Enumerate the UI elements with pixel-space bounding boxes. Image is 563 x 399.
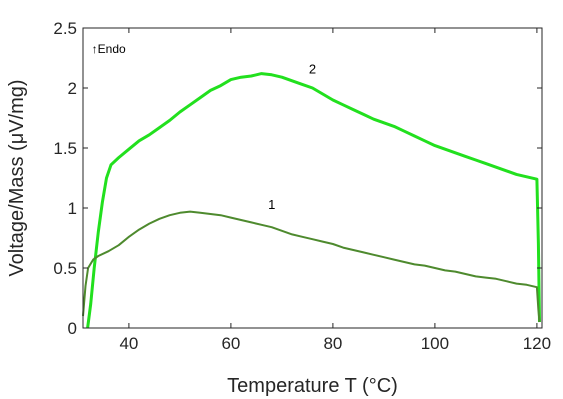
y-axis-label: Voltage/Mass (μV/mg) (6, 79, 28, 276)
plot-frame (82, 27, 543, 329)
ticks-layer: 40 60 80 100 120 0 0.5 1 1.5 2 2.5 (53, 19, 551, 353)
y-tick-label: 1.5 (53, 139, 77, 158)
curves-layer (82, 72, 541, 329)
x-tick-label: 60 (221, 334, 240, 353)
x-tick-label: 100 (421, 334, 449, 353)
x-axis-label: Temperature T (°C) (227, 375, 398, 397)
x-tick-label: 80 (323, 334, 342, 353)
series-1-label: 1 (268, 197, 275, 212)
curve-labels-layer: 21 (268, 62, 316, 213)
y-tick-label: 0.5 (53, 259, 77, 278)
y-tick-label: 2.5 (53, 19, 77, 38)
endo-annotation: ↑Endo (92, 42, 126, 56)
series-2-line (86, 72, 541, 329)
x-tick-label: 40 (119, 334, 138, 353)
series-1-line (82, 210, 541, 323)
y-tick-label: 0 (68, 319, 77, 338)
x-tick-label: 120 (523, 334, 551, 353)
y-tick-label: 1 (68, 199, 77, 218)
y-tick-label: 2 (68, 79, 77, 98)
series-2-label: 2 (309, 62, 316, 77)
